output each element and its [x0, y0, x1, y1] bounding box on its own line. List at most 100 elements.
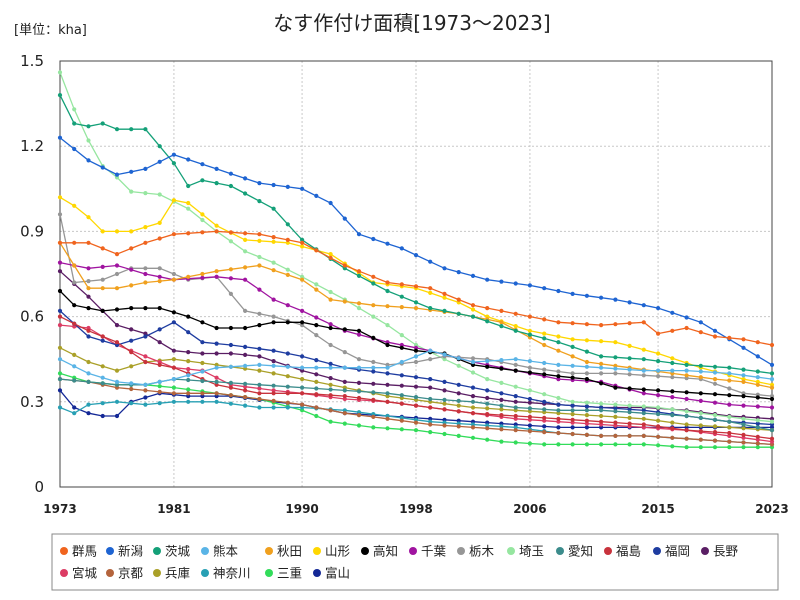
data-point	[115, 323, 119, 327]
legend-label: 熊本	[213, 544, 239, 559]
y-axis-ticks: 00.30.60.91.21.5	[20, 52, 44, 496]
data-point	[428, 286, 432, 290]
data-point	[727, 420, 731, 424]
data-point	[485, 306, 489, 310]
data-point	[485, 426, 489, 430]
data-point	[243, 353, 247, 357]
data-point	[599, 402, 603, 406]
data-point	[699, 438, 703, 442]
data-point	[314, 194, 318, 198]
data-point	[229, 184, 233, 188]
data-point	[727, 445, 731, 449]
data-point	[329, 201, 333, 205]
data-point	[585, 419, 589, 423]
data-point	[343, 394, 347, 398]
data-point	[385, 323, 389, 327]
data-point	[613, 442, 617, 446]
legend-marker	[313, 569, 321, 577]
data-point	[172, 386, 176, 390]
data-point	[670, 329, 674, 333]
data-point	[158, 384, 162, 388]
data-point	[101, 414, 105, 418]
data-point	[357, 357, 361, 361]
data-point	[499, 324, 503, 328]
data-point	[143, 354, 147, 358]
data-point	[485, 438, 489, 442]
legend-marker	[201, 547, 209, 555]
data-point	[400, 373, 404, 377]
data-point	[129, 306, 133, 310]
data-point	[357, 306, 361, 310]
data-point	[442, 402, 446, 406]
data-point	[613, 421, 617, 425]
data-point	[229, 326, 233, 330]
data-point	[272, 261, 276, 265]
data-point	[58, 241, 62, 245]
data-point	[172, 391, 176, 395]
data-point	[86, 138, 90, 142]
data-point	[756, 445, 760, 449]
data-point	[215, 224, 219, 228]
data-point	[86, 329, 90, 333]
data-point	[172, 161, 176, 165]
data-point	[485, 396, 489, 400]
data-point	[371, 390, 375, 394]
data-point	[115, 229, 119, 233]
data-point	[357, 366, 361, 370]
data-point	[713, 439, 717, 443]
data-point	[200, 162, 204, 166]
data-point	[414, 404, 418, 408]
data-point	[457, 364, 461, 368]
data-point	[428, 422, 432, 426]
y-tick-label: 1.5	[20, 52, 44, 70]
data-point	[571, 337, 575, 341]
data-point	[215, 380, 219, 384]
data-point	[72, 263, 76, 267]
data-point	[571, 400, 575, 404]
data-point	[343, 263, 347, 267]
data-point	[272, 268, 276, 272]
data-point	[329, 383, 333, 387]
x-axis-ticks: 1973 1981 1990 1998 2006 2015 2023	[43, 502, 788, 516]
data-point	[556, 403, 560, 407]
data-point	[656, 306, 660, 310]
data-point	[414, 306, 418, 310]
data-point	[499, 404, 503, 408]
legend-label: 愛知	[568, 544, 593, 559]
data-point	[243, 176, 247, 180]
data-point	[300, 377, 304, 381]
data-point	[628, 434, 632, 438]
legend-label: 福岡	[665, 544, 690, 559]
data-point	[129, 350, 133, 354]
legend-label: 神奈川	[213, 566, 251, 581]
data-point	[357, 269, 361, 273]
data-point	[414, 375, 418, 379]
data-point	[229, 365, 233, 369]
data-point	[300, 386, 304, 390]
data-point	[528, 333, 532, 337]
data-point	[542, 343, 546, 347]
data-point	[143, 280, 147, 284]
data-point	[286, 238, 290, 242]
data-point	[385, 304, 389, 308]
data-point	[172, 400, 176, 404]
data-point	[685, 428, 689, 432]
data-point	[257, 288, 261, 292]
data-point	[314, 288, 318, 292]
data-point	[215, 342, 219, 346]
data-point	[229, 172, 233, 176]
data-point	[72, 405, 76, 409]
data-point	[58, 357, 62, 361]
data-point	[642, 417, 646, 421]
data-point	[442, 398, 446, 402]
data-point	[243, 249, 247, 253]
data-point	[442, 432, 446, 436]
data-point	[329, 322, 333, 326]
data-point	[442, 296, 446, 300]
data-point	[286, 303, 290, 307]
data-point	[115, 272, 119, 276]
data-point	[158, 306, 162, 310]
data-point	[485, 359, 489, 363]
data-point	[286, 391, 290, 395]
